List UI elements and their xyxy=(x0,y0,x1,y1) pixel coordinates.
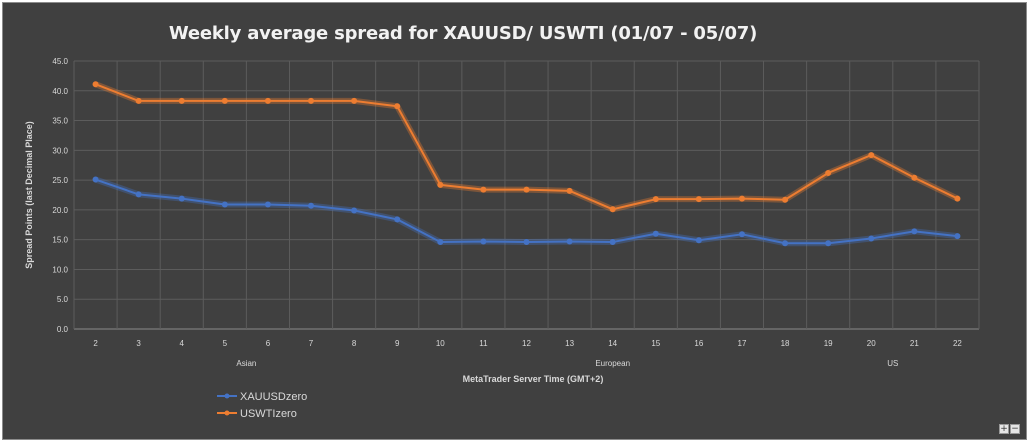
data-point xyxy=(782,196,789,203)
data-point xyxy=(868,152,875,159)
x-tick-label: 17 xyxy=(738,339,747,348)
zoom-in-button[interactable]: + xyxy=(999,424,1009,434)
data-point xyxy=(480,238,487,245)
x-tick-label: 14 xyxy=(608,339,617,348)
data-point xyxy=(308,202,315,209)
y-tick-label: 20.0 xyxy=(52,206,68,215)
data-point xyxy=(911,228,918,235)
session-label: Asian xyxy=(236,359,256,368)
data-point xyxy=(178,97,185,104)
data-point xyxy=(221,97,228,104)
line-chart: 0.0 5.0 10.0 15.0 20.0 25.0 30.0 35.0 40.0 45.0 2 3… xyxy=(24,57,980,420)
y-tick-label: 15.0 xyxy=(52,236,68,245)
y-tick-label: 40.0 xyxy=(52,87,68,96)
data-point xyxy=(523,186,530,193)
data-point xyxy=(609,206,616,213)
zoom-out-button[interactable]: − xyxy=(1010,424,1020,434)
data-point xyxy=(566,187,573,194)
data-point xyxy=(695,196,702,203)
data-point xyxy=(135,191,142,198)
x-tick-label: 22 xyxy=(953,339,962,348)
data-point xyxy=(264,201,271,208)
y-tick-label: 35.0 xyxy=(52,117,68,126)
data-point xyxy=(308,97,315,104)
data-point xyxy=(523,239,530,246)
data-point xyxy=(566,238,573,245)
x-tick-label: 12 xyxy=(522,339,531,348)
x-tick-label: 5 xyxy=(223,339,228,348)
legend-marker xyxy=(224,410,230,416)
data-point xyxy=(351,97,358,104)
x-tick-label: 10 xyxy=(436,339,445,348)
data-point xyxy=(652,196,659,203)
x-axis-title: MetaTrader Server Time (GMT+2) xyxy=(463,374,604,384)
data-point xyxy=(782,240,789,247)
data-point xyxy=(954,233,961,240)
x-tick-label: 3 xyxy=(136,339,141,348)
data-point xyxy=(394,103,401,110)
x-tick-label: 6 xyxy=(266,339,271,348)
chart-title: Weekly average spread for XAUUSD/ USWTI … xyxy=(168,23,758,44)
data-point xyxy=(609,239,616,246)
x-tick-label: 16 xyxy=(694,339,703,348)
x-tick-label: 4 xyxy=(180,339,185,348)
data-point xyxy=(825,169,832,176)
y-tick-label: 25.0 xyxy=(52,176,68,185)
data-point xyxy=(437,181,444,188)
x-tick-label: 15 xyxy=(651,339,660,348)
y-tick-label: 45.0 xyxy=(52,57,68,66)
session-label: European xyxy=(595,359,630,368)
data-point xyxy=(911,174,918,181)
data-point xyxy=(351,207,358,214)
x-tick-label: 18 xyxy=(781,339,790,348)
data-point xyxy=(264,97,271,104)
data-point xyxy=(825,240,832,247)
data-point xyxy=(135,97,142,104)
x-tick-label: 21 xyxy=(910,339,919,348)
x-tick-label: 19 xyxy=(824,339,833,348)
x-tick-label: 20 xyxy=(867,339,876,348)
data-point xyxy=(437,239,444,246)
y-tick-label: 30.0 xyxy=(52,146,68,155)
x-tick-label: 2 xyxy=(93,339,98,348)
data-point xyxy=(954,195,961,202)
y-axis-title: Spread Points (last Decimal Place) xyxy=(24,121,34,269)
data-point xyxy=(480,186,487,193)
x-tick-label: 11 xyxy=(479,339,488,348)
legend-label: XAUUSDzero xyxy=(240,391,307,403)
x-tick-label: 7 xyxy=(309,339,314,348)
data-point xyxy=(652,230,659,237)
y-tick-label: 5.0 xyxy=(57,295,69,304)
data-point xyxy=(178,195,185,202)
data-point xyxy=(92,176,99,183)
data-point xyxy=(868,235,875,242)
data-point xyxy=(92,81,99,88)
legend-marker xyxy=(224,393,230,399)
x-tick-label: 13 xyxy=(565,339,574,348)
y-tick-label: 0.0 xyxy=(57,325,69,334)
y-tick-label: 10.0 xyxy=(52,265,68,274)
legend-label: USWTIzero xyxy=(240,408,297,420)
data-point xyxy=(394,216,401,223)
data-point xyxy=(738,231,745,238)
session-label: US xyxy=(887,359,898,368)
data-point xyxy=(221,201,228,208)
data-point xyxy=(695,237,702,244)
x-tick-label: 9 xyxy=(395,339,400,348)
zoom-controls: + − xyxy=(999,424,1020,434)
data-point xyxy=(738,195,745,202)
x-tick-label: 8 xyxy=(352,339,357,348)
